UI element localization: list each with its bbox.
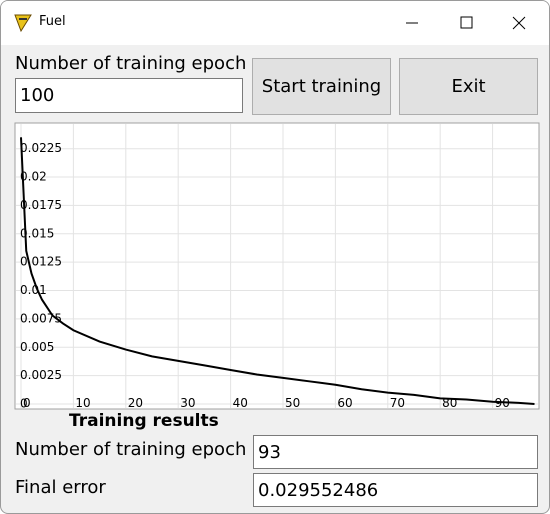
window-controls xyxy=(406,16,526,30)
result-value: 0.029552486 xyxy=(253,473,538,507)
x-tick-label: 10 xyxy=(75,396,90,410)
plot-area xyxy=(14,122,540,410)
result-label: Number of training epoch xyxy=(15,439,247,460)
x-tick-label: 50 xyxy=(285,396,300,410)
app-icon xyxy=(14,14,32,33)
epoch-label: Number of training epoch xyxy=(15,53,247,74)
x-tick-label: 40 xyxy=(233,396,248,410)
epoch-input[interactable]: 100 xyxy=(15,78,243,113)
y-tick-label: 0.0125 xyxy=(20,255,62,269)
results-heading: Training results xyxy=(69,411,219,431)
window-title: Fuel xyxy=(39,14,66,29)
x-tick-label: 30 xyxy=(180,396,195,410)
x-tick-label: 70 xyxy=(390,396,405,410)
exit-button[interactable]: Exit xyxy=(399,58,538,115)
y-tick-label: 0.01 xyxy=(20,283,47,297)
y-tick-label: 0.02 xyxy=(20,170,47,184)
y-tick-label: 0.0025 xyxy=(20,368,62,382)
close-button[interactable] xyxy=(512,16,526,30)
title-bar: Fuel xyxy=(1,1,549,45)
data-line xyxy=(20,137,535,405)
x-tick-label: 20 xyxy=(128,396,143,410)
chart: 00.00250.0050.00750.010.01250.0150.01750… xyxy=(14,122,540,411)
start-button[interactable]: Start training xyxy=(252,58,391,115)
maximize-button[interactable] xyxy=(460,16,473,29)
y-tick-label: 0 xyxy=(20,397,28,411)
x-tick-label: 0 xyxy=(23,396,31,410)
y-tick-label: 0.0225 xyxy=(20,141,62,155)
y-tick-label: 0.015 xyxy=(20,226,54,240)
result-label: Final error xyxy=(15,477,106,498)
y-tick-label: 0.0175 xyxy=(20,198,62,212)
y-tick-label: 0.005 xyxy=(20,340,54,354)
result-value: 93 xyxy=(253,435,538,469)
x-tick-label: 60 xyxy=(337,396,352,410)
